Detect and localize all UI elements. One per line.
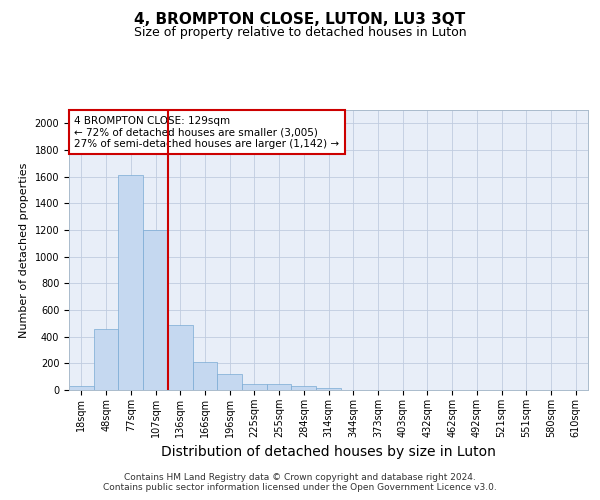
Bar <box>267 384 292 390</box>
Y-axis label: Number of detached properties: Number of detached properties <box>19 162 29 338</box>
Bar <box>217 374 242 390</box>
Text: 4, BROMPTON CLOSE, LUTON, LU3 3QT: 4, BROMPTON CLOSE, LUTON, LU3 3QT <box>134 12 466 28</box>
Bar <box>316 388 341 390</box>
X-axis label: Distribution of detached houses by size in Luton: Distribution of detached houses by size … <box>161 446 496 460</box>
Bar <box>69 386 94 390</box>
Text: Contains HM Land Registry data © Crown copyright and database right 2024.
Contai: Contains HM Land Registry data © Crown c… <box>103 473 497 492</box>
Bar <box>94 330 118 390</box>
Bar <box>168 324 193 390</box>
Bar <box>118 176 143 390</box>
Bar <box>292 386 316 390</box>
Bar <box>143 230 168 390</box>
Bar <box>193 362 217 390</box>
Text: 4 BROMPTON CLOSE: 129sqm
← 72% of detached houses are smaller (3,005)
27% of sem: 4 BROMPTON CLOSE: 129sqm ← 72% of detach… <box>74 116 340 149</box>
Text: Size of property relative to detached houses in Luton: Size of property relative to detached ho… <box>134 26 466 39</box>
Bar <box>242 384 267 390</box>
